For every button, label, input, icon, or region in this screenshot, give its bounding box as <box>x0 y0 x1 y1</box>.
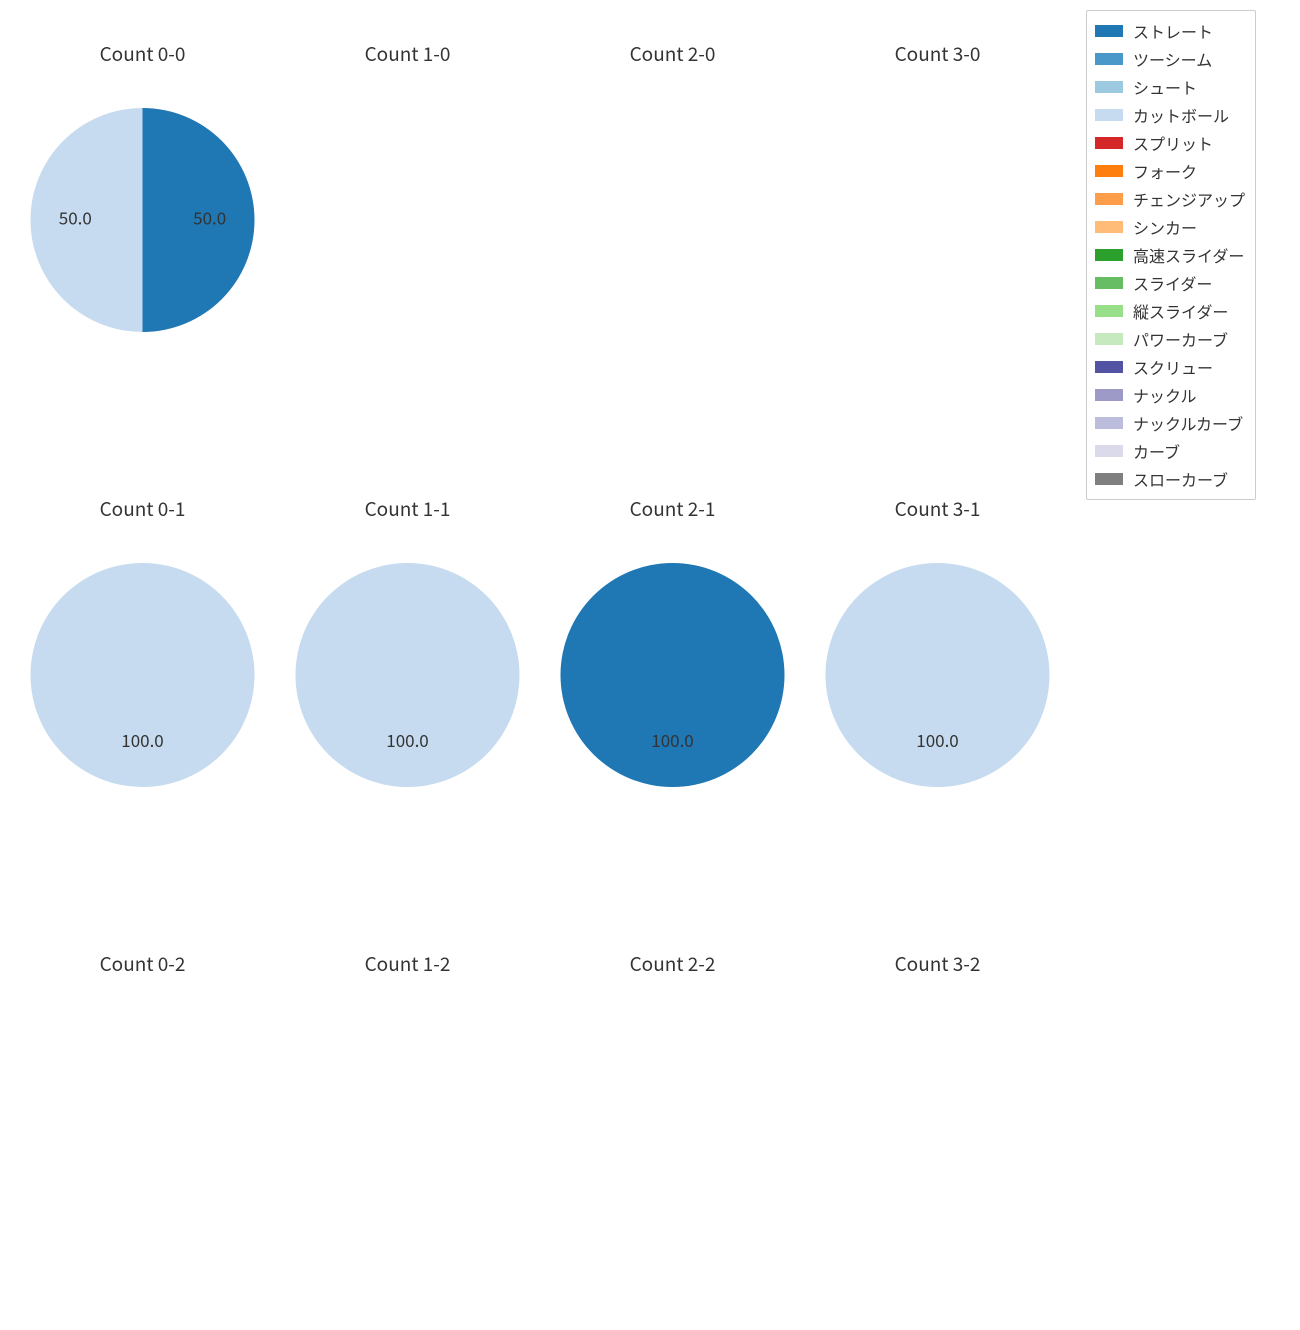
legend-label: スライダー <box>1133 275 1212 291</box>
slice-label: 100.0 <box>386 727 428 752</box>
legend-label: 高速スライダー <box>1133 247 1244 263</box>
legend-item: スローカーブ <box>1095 465 1245 493</box>
legend-swatch <box>1095 193 1123 205</box>
legend-swatch <box>1095 389 1123 401</box>
pie-chart: 100.0 <box>805 495 1070 875</box>
legend-item: スライダー <box>1095 269 1245 297</box>
legend-item: ナックル <box>1095 381 1245 409</box>
legend-item: ストレート <box>1095 17 1245 45</box>
legend-swatch <box>1095 417 1123 429</box>
legend-item: フォーク <box>1095 157 1245 185</box>
panel-count: Count 2-1100.0 <box>540 495 805 875</box>
panel-count: Count 1-2 <box>275 950 540 1330</box>
legend-swatch <box>1095 165 1123 177</box>
legend-item: スクリュー <box>1095 353 1245 381</box>
legend-label: パワーカーブ <box>1133 331 1228 347</box>
legend-swatch <box>1095 277 1123 289</box>
legend-label: フォーク <box>1133 163 1197 179</box>
legend-label: カットボール <box>1133 107 1229 123</box>
legend-label: シンカー <box>1133 219 1197 235</box>
legend-label: スプリット <box>1133 135 1213 151</box>
legend-swatch <box>1095 25 1123 37</box>
legend-item: ナックルカーブ <box>1095 409 1245 437</box>
panel-count: Count 0-1100.0 <box>10 495 275 875</box>
pie-slice <box>561 563 785 787</box>
slice-label: 100.0 <box>121 727 163 752</box>
panel-title: Count 1-0 <box>275 40 540 67</box>
legend-label: ツーシーム <box>1133 51 1212 67</box>
pie-chart: 100.0 <box>540 495 805 875</box>
legend-swatch <box>1095 361 1123 373</box>
panel-title: Count 2-2 <box>540 950 805 977</box>
legend-item: ツーシーム <box>1095 45 1245 73</box>
legend-label: スクリュー <box>1133 359 1213 375</box>
legend-item: パワーカーブ <box>1095 325 1245 353</box>
slice-label: 100.0 <box>916 727 958 752</box>
legend-swatch <box>1095 221 1123 233</box>
legend-item: スプリット <box>1095 129 1245 157</box>
legend-swatch <box>1095 137 1123 149</box>
legend-label: カーブ <box>1133 443 1180 459</box>
legend-item: 縦スライダー <box>1095 297 1245 325</box>
legend-label: ナックルカーブ <box>1133 415 1243 431</box>
panel-count: Count 3-1100.0 <box>805 495 1070 875</box>
pie-chart: 100.0 <box>275 495 540 875</box>
pie-slice <box>296 563 520 787</box>
legend-item: チェンジアップ <box>1095 185 1245 213</box>
pie-chart: 50.0 50.0 <box>10 40 275 420</box>
legend-label: スローカーブ <box>1133 471 1228 487</box>
panel-title: Count 3-0 <box>805 40 1070 67</box>
legend-swatch <box>1095 333 1123 345</box>
panel-count: Count 2-0 <box>540 40 805 420</box>
pie-chart: 100.0 <box>10 495 275 875</box>
legend-item: カーブ <box>1095 437 1245 465</box>
panel-title: Count 0-2 <box>10 950 275 977</box>
legend-swatch <box>1095 445 1123 457</box>
panel-title: Count 1-2 <box>275 950 540 977</box>
legend-label: ナックル <box>1133 387 1197 403</box>
panel-title: Count 3-2 <box>805 950 1070 977</box>
panel-count: Count 2-2 <box>540 950 805 1330</box>
legend-swatch <box>1095 109 1123 121</box>
slice-label: 50.0 <box>59 205 92 230</box>
panel-title: Count 2-0 <box>540 40 805 67</box>
legend-label: 縦スライダー <box>1133 303 1228 319</box>
legend: ストレートツーシームシュートカットボールスプリットフォークチェンジアップシンカー… <box>1086 10 1256 500</box>
panel-count: Count 1-0 <box>275 40 540 420</box>
pie-slice <box>31 563 255 787</box>
legend-swatch <box>1095 305 1123 317</box>
legend-swatch <box>1095 249 1123 261</box>
panel-count: Count 0-050.050.0 <box>10 40 275 420</box>
legend-label: チェンジアップ <box>1133 191 1245 207</box>
panel-count: Count 3-2 <box>805 950 1070 1330</box>
legend-item: シュート <box>1095 73 1245 101</box>
panel-count: Count 0-2 <box>10 950 275 1330</box>
slice-label: 50.0 <box>193 205 226 230</box>
pie-slice <box>826 563 1050 787</box>
legend-item: 高速スライダー <box>1095 241 1245 269</box>
legend-label: シュート <box>1133 79 1197 95</box>
legend-swatch <box>1095 53 1123 65</box>
panel-count: Count 3-0 <box>805 40 1070 420</box>
slice-label: 100.0 <box>651 727 693 752</box>
legend-item: カットボール <box>1095 101 1245 129</box>
legend-swatch <box>1095 81 1123 93</box>
legend-label: ストレート <box>1133 23 1213 39</box>
legend-swatch <box>1095 473 1123 485</box>
legend-item: シンカー <box>1095 213 1245 241</box>
panel-count: Count 1-1100.0 <box>275 495 540 875</box>
